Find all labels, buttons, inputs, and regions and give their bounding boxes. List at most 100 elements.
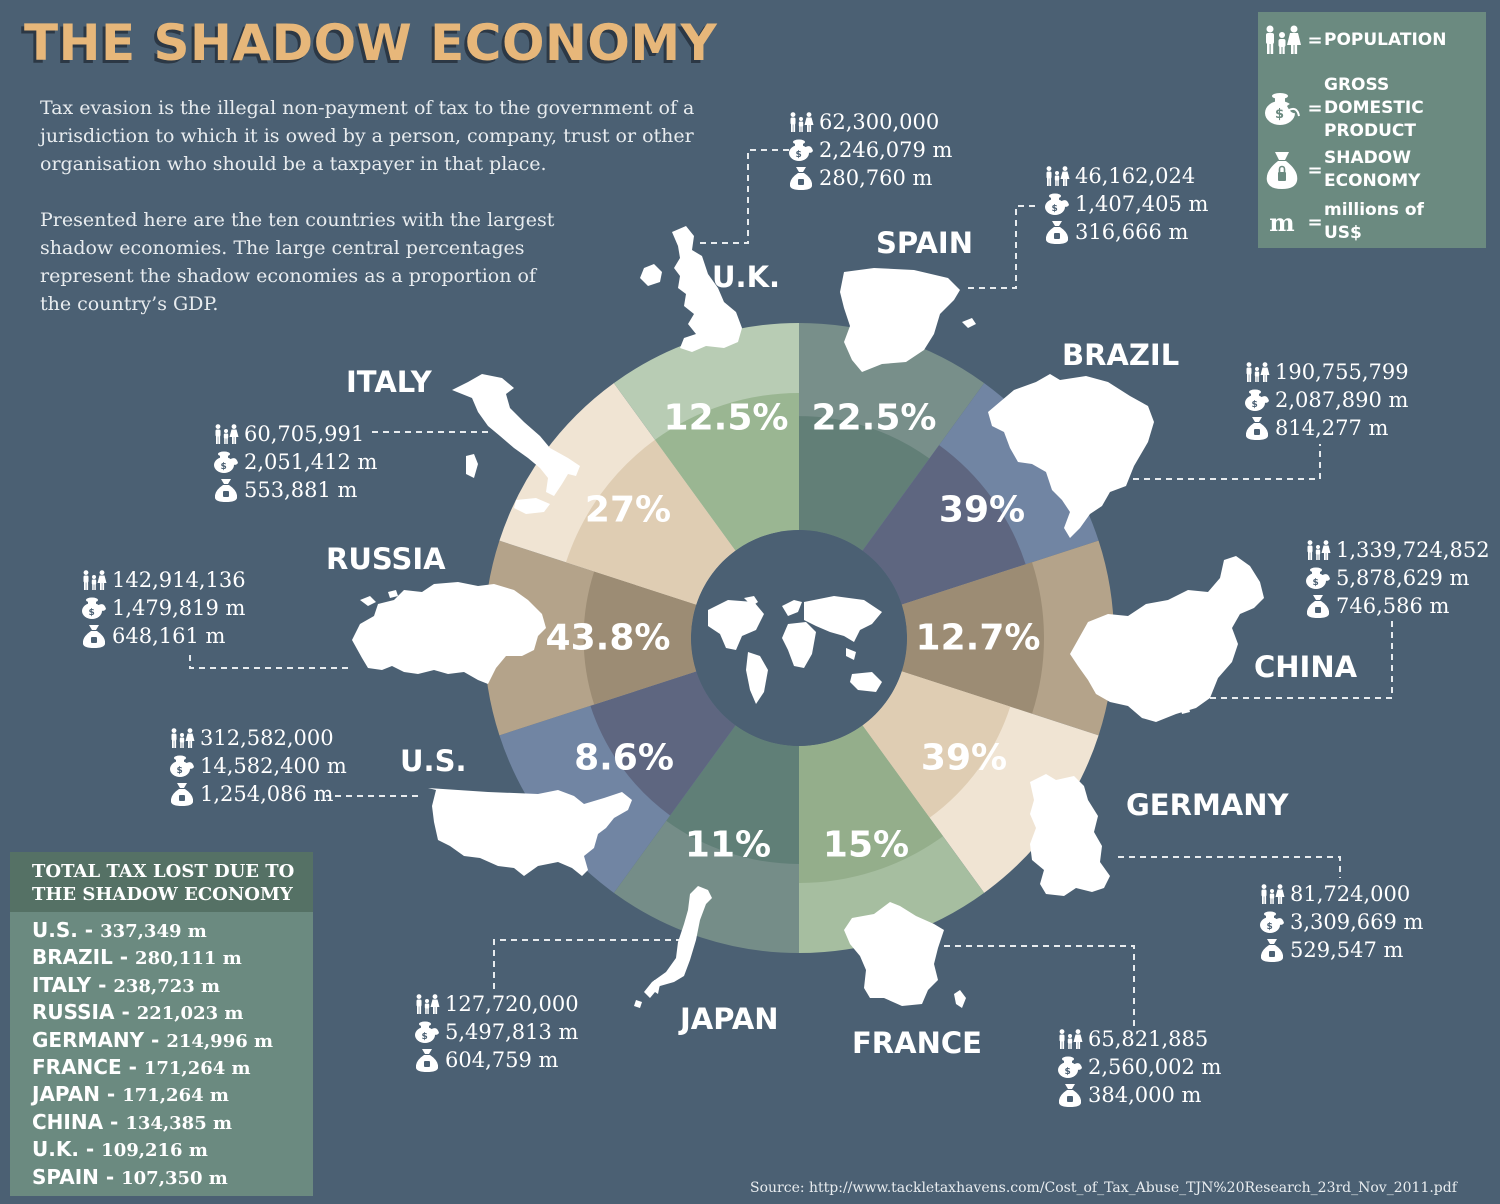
russia-map <box>352 582 546 684</box>
wedge-inner-china <box>862 671 1011 818</box>
svg-text:$: $ <box>1275 107 1284 122</box>
population-icon <box>212 424 240 444</box>
tax-lost-row: ITALY - 238,723 m <box>32 973 273 1000</box>
legend-shadow-label: SHADOW ECONOMY <box>1324 148 1421 191</box>
population-icon <box>1043 166 1071 186</box>
china-shadow-value: 746,586 m <box>1336 594 1450 618</box>
russia-stats: 142,914,136 $1,479,819 m 648,161 m <box>80 566 246 650</box>
italy-population-row: 60,705,991 <box>212 420 377 448</box>
tax-lost-country: U.K. <box>32 1137 79 1162</box>
japan-gdp-value: 5,497,813 m <box>445 1020 579 1044</box>
tax-lost-value: 337,349 m <box>100 921 207 942</box>
gdp-icon: $ <box>1056 1055 1084 1079</box>
tax-lost-row: RUSSIA - 221,023 m <box>32 1000 273 1027</box>
leader-line-spain <box>968 205 1040 289</box>
us-shadow-row: 1,254,086 m <box>168 780 347 808</box>
tax-lost-country: GERMANY <box>32 1027 145 1052</box>
wedge-inner-brazil <box>901 562 1044 714</box>
germany-stats: 81,724,000 $3,309,669 m 529,547 m <box>1258 880 1423 964</box>
japan-label: JAPAN <box>680 1002 779 1036</box>
tax-lost-dash: - <box>121 1054 144 1079</box>
money-bag-icon <box>1258 938 1286 962</box>
italy-shadow-row: 553,881 m <box>212 476 377 504</box>
money-bag-icon <box>1056 1083 1084 1107</box>
us-stats: 312,582,000 $14,582,400 m 1,254,086 m <box>168 724 347 808</box>
wedge-inner-spain <box>862 445 1026 605</box>
china-stats: 1,339,724,852 $5,878,629 m 746,586 m <box>1304 536 1490 620</box>
gdp-icon: $ <box>1043 192 1071 216</box>
tax-lost-value: 109,216 m <box>101 1140 208 1162</box>
tax-lost-dash: - <box>114 1000 137 1025</box>
japan-population-row: 127,720,000 <box>413 990 579 1018</box>
brazil-gdp-value: 2,087,890 m <box>1275 388 1409 412</box>
japan-shadow-value: 604,759 m <box>445 1048 559 1072</box>
russia-population-value: 142,914,136 <box>112 568 246 592</box>
china-population-row: 1,339,724,852 <box>1304 536 1490 564</box>
gdp-icon: $ <box>168 754 196 778</box>
tax-lost-row: SPAIN - 107,350 m <box>32 1165 273 1192</box>
leader-line-uk <box>700 149 790 244</box>
tax-lost-value: 280,111 m <box>135 948 242 970</box>
tax-lost-dash: - <box>98 1164 122 1189</box>
spain-population-value: 46,162,024 <box>1075 164 1196 188</box>
gdp-icon: $ <box>413 1020 441 1044</box>
tax-lost-country: RUSSIA <box>32 1000 115 1025</box>
italy-gdp-row: $2,051,412 m <box>212 448 377 476</box>
spain-label: SPAIN <box>876 226 973 260</box>
france-shadow-row: 384,000 m <box>1056 1081 1221 1109</box>
germany-population-row: 81,724,000 <box>1258 880 1423 908</box>
china-label: CHINA <box>1254 650 1358 684</box>
total-tax-lost-panel: TOTAL TAX LOST DUE TO THE SHADOW ECONOMY… <box>10 852 313 1196</box>
svg-text:$: $ <box>221 462 227 472</box>
spain-shadow-row: 316,666 m <box>1043 218 1208 246</box>
italy-label: ITALY <box>346 365 432 399</box>
france-stats: 65,821,885 $2,560,002 m 384,000 m <box>1056 1025 1221 1109</box>
us-gdp-row: $14,582,400 m <box>168 752 347 780</box>
money-bag-icon <box>1243 416 1271 440</box>
brazil-population-row: 190,755,799 <box>1243 358 1409 386</box>
russia-population-row: 142,914,136 <box>80 566 246 594</box>
source-citation: Source: http://www.tackletaxhavens.com/C… <box>750 1180 1457 1196</box>
population-icon <box>1258 25 1306 55</box>
tax-lost-dash: - <box>112 945 136 970</box>
italy-population-value: 60,705,991 <box>244 422 365 446</box>
us-percentage: 8.6% <box>574 737 674 779</box>
tax-lost-value: 171,264 m <box>143 1057 251 1079</box>
leader-line-russia <box>189 650 348 669</box>
tax-lost-value: 214,996 m <box>166 1030 274 1052</box>
gdp-icon: $ <box>1304 566 1332 590</box>
svg-text:$: $ <box>422 1032 428 1042</box>
brazil-percentage: 39% <box>938 489 1026 531</box>
tax-lost-row: FRANCE - 171,264 m <box>32 1055 273 1082</box>
population-icon <box>1243 362 1271 382</box>
tax-lost-value: 171,264 m <box>122 1085 229 1107</box>
tax-lost-value: 238,723 m <box>113 975 221 997</box>
germany-percentage: 39% <box>920 737 1008 779</box>
total-tax-lost-header: TOTAL TAX LOST DUE TO THE SHADOW ECONOMY <box>10 852 313 912</box>
intro-paragraph-1: Tax evasion is the illegal non-payment o… <box>40 97 695 175</box>
tax-lost-value: 134,385 m <box>125 1112 233 1134</box>
money-bag-icon <box>80 624 108 648</box>
wedge-inner-france <box>666 725 799 864</box>
uk-shadow-value: 280,760 m <box>819 166 933 190</box>
italy-percentage: 27% <box>584 489 672 531</box>
italy-gdp-value: 2,051,412 m <box>244 450 378 474</box>
svg-text:$: $ <box>1052 204 1058 214</box>
germany-population-value: 81,724,000 <box>1290 882 1411 906</box>
wedge-inner-us <box>583 571 697 705</box>
tax-lost-country: CHINA <box>32 1109 104 1134</box>
population-icon <box>1056 1029 1084 1049</box>
population-icon <box>80 570 108 590</box>
uk-stats: 62,300,000 $2,246,079 m 280,760 m <box>787 108 952 192</box>
germany-shadow-row: 529,547 m <box>1258 936 1423 964</box>
uk-label: U.K. <box>712 260 781 294</box>
money-bag-icon <box>413 1048 441 1072</box>
svg-text:$: $ <box>1252 400 1258 410</box>
russia-gdp-value: 1,479,819 m <box>112 596 246 620</box>
money-bag-icon <box>212 478 240 502</box>
money-bag-icon <box>1258 150 1306 190</box>
us-gdp-value: 14,582,400 m <box>200 754 347 778</box>
uk-population-value: 62,300,000 <box>819 110 940 134</box>
france-gdp-row: $2,560,002 m <box>1056 1053 1221 1081</box>
